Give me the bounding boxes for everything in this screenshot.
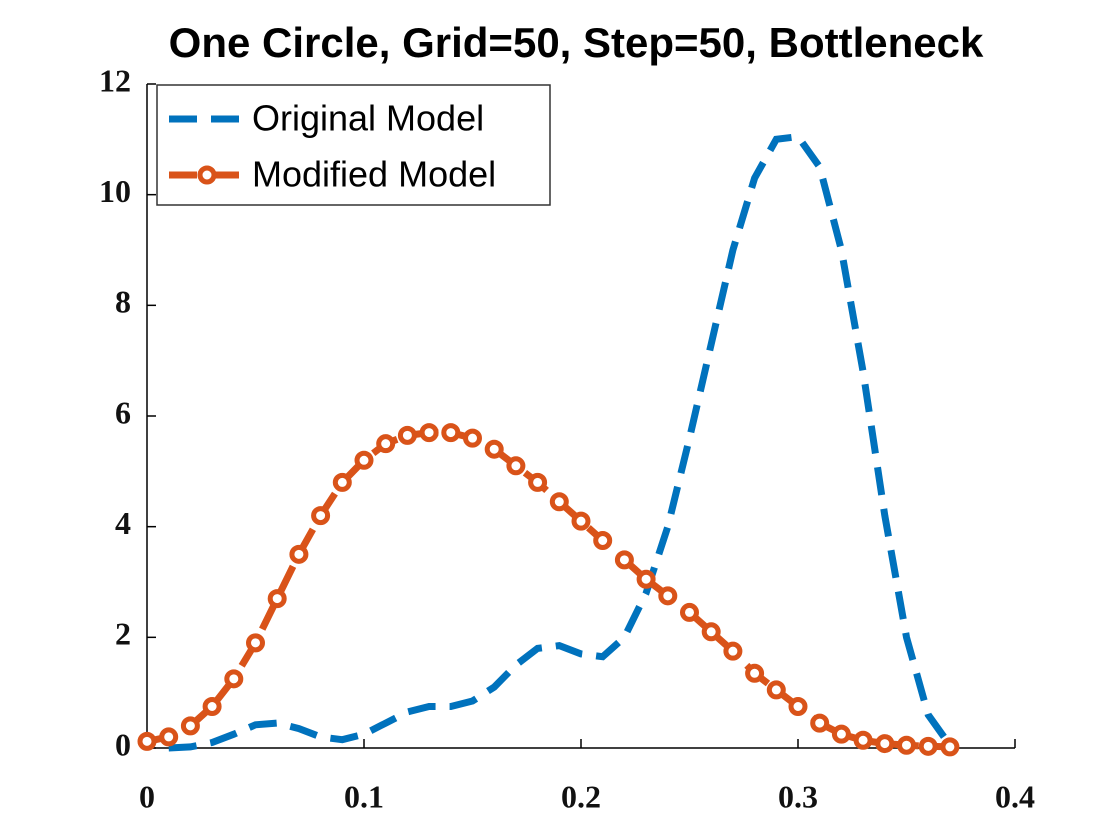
marker — [441, 423, 461, 443]
x-tick-label: 0.2 — [561, 778, 601, 814]
marker — [680, 602, 699, 622]
marker — [267, 589, 287, 609]
marker — [918, 736, 938, 756]
marker — [311, 506, 331, 526]
marker — [484, 439, 504, 459]
legend-marker — [197, 165, 217, 185]
legend-box — [156, 84, 551, 206]
marker — [831, 724, 851, 744]
marker — [766, 680, 786, 700]
marker — [853, 730, 873, 750]
marker — [788, 697, 808, 716]
marker — [875, 734, 895, 754]
marker — [159, 727, 179, 747]
y-tick-label: 6 — [115, 394, 131, 430]
marker — [376, 434, 396, 454]
marker — [810, 713, 830, 733]
y-tick-label: 12 — [99, 62, 131, 98]
marker — [419, 423, 439, 443]
x-tick-label: 0 — [139, 778, 155, 814]
chart-title: One Circle, Grid=50, Step=50, Bottleneck — [169, 19, 984, 66]
legend-label: Original Model — [252, 98, 484, 139]
marker — [571, 511, 591, 531]
marker — [549, 492, 569, 512]
marker — [224, 669, 244, 689]
marker — [332, 472, 352, 492]
y-tick-label: 10 — [99, 173, 131, 209]
marker — [723, 641, 743, 661]
marker — [940, 737, 960, 757]
x-tick-label: 0.3 — [778, 778, 818, 814]
y-tick-label: 0 — [115, 726, 131, 762]
marker — [246, 633, 265, 653]
marker — [636, 569, 656, 589]
marker — [745, 663, 765, 683]
marker — [897, 735, 916, 755]
y-tick-label: 2 — [115, 616, 131, 652]
marker — [614, 550, 634, 570]
series-line — [168, 132, 953, 752]
x-tick-label: 0.4 — [995, 778, 1035, 814]
marker — [701, 622, 721, 642]
marker — [202, 697, 222, 716]
marker — [463, 428, 482, 448]
y-tick-label: 4 — [115, 505, 131, 541]
marker — [289, 544, 309, 564]
marker — [528, 472, 548, 492]
marker — [354, 450, 374, 470]
marker — [397, 425, 417, 445]
marker — [180, 716, 200, 736]
marker — [506, 456, 526, 476]
marker — [137, 731, 157, 751]
y-tick-label: 8 — [115, 284, 131, 320]
marker — [593, 531, 613, 550]
legend-label: Modified Model — [252, 154, 496, 195]
x-tick-label: 0.1 — [344, 778, 384, 814]
marker — [658, 586, 678, 606]
